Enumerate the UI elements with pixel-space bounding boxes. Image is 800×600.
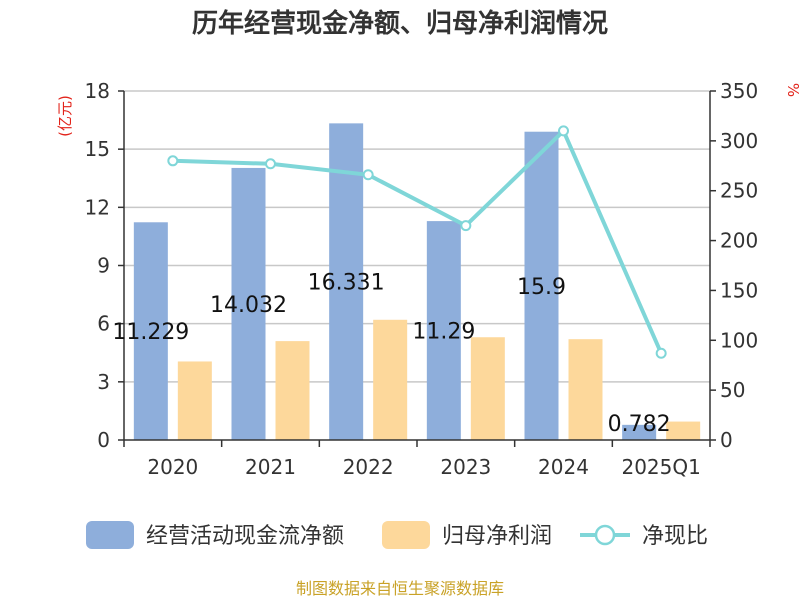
ratio-line [167, 125, 667, 359]
left-axis-unit: (亿元) [56, 95, 74, 137]
left-tick-label: 18 [85, 79, 110, 103]
ratio-point [655, 347, 667, 359]
axes: 0 3 6 9 12 15 18 0 50 100 150 200 250 300 350 2020 2021 2… [85, 79, 759, 479]
legend-label: 归母净利润 [442, 524, 552, 549]
cashflow-bar [329, 123, 364, 441]
cashflow-bar [133, 222, 168, 440]
x-tick-label: 2024 [538, 455, 589, 479]
ratio-line-path [172, 127, 663, 355]
left-tick-label: 3 [97, 370, 110, 394]
ratio-point [362, 169, 374, 181]
data-labels: 11.229 14.032 16.331 11.29 15.9 0.782 [112, 271, 670, 437]
right-tick-label: 350 [720, 79, 758, 103]
ratio-point [265, 158, 276, 170]
right-tick-label: 50 [720, 378, 745, 402]
net-profit-bar [666, 421, 701, 440]
bar-value-label: 14.032 [210, 293, 287, 318]
bar-value-label: 11.29 [412, 320, 475, 345]
net-profit-bar [275, 341, 310, 440]
bar-value-label: 15.9 [517, 275, 566, 300]
x-tick-label: 2020 [147, 455, 198, 479]
cashflow-bar [231, 167, 266, 440]
bar-value-label: 11.229 [112, 320, 189, 345]
legend-label: 净现比 [642, 524, 708, 549]
gridlines [124, 90, 710, 383]
right-tick-label: 0 [720, 428, 733, 452]
legend-label: 经营活动现金流净额 [146, 524, 344, 549]
left-tick-label: 12 [85, 195, 110, 219]
ratio-point [558, 125, 569, 137]
cashflow-bar [524, 131, 559, 440]
net-profit-bar [373, 319, 408, 440]
legend-marker [594, 524, 616, 546]
chart-title: 历年经营现金净额、归母净利润情况 [192, 8, 608, 39]
ratio-point [460, 220, 472, 232]
source-note: 制图数据来自恒生聚源数据库 [296, 579, 504, 598]
left-tick-label: 0 [97, 428, 110, 452]
legend: 经营活动现金流净额 归母净利润 净现比 [86, 521, 708, 549]
legend-swatch [86, 521, 134, 549]
x-tick-label: 2025Q1 [621, 455, 700, 479]
net-profit-bar [470, 337, 505, 440]
right-axis-unit: % [784, 83, 800, 97]
legend-swatch [382, 521, 430, 549]
left-tick-label: 6 [97, 312, 110, 336]
right-tick-label: 100 [720, 328, 758, 352]
net-profit-bar [177, 361, 212, 440]
ratio-point [167, 155, 179, 167]
right-tick-label: 200 [720, 229, 758, 253]
cashflow-bar [622, 424, 657, 440]
right-tick-label: 250 [720, 179, 758, 203]
left-tick-label: 15 [85, 137, 110, 161]
right-tick-label: 150 [720, 278, 758, 302]
right-tick-label: 300 [720, 129, 758, 153]
left-tick-label: 9 [97, 254, 110, 278]
x-tick-label: 2022 [343, 455, 394, 479]
bar-value-label: 0.782 [608, 412, 671, 437]
bars [133, 123, 701, 441]
cashflow-bar [426, 221, 461, 440]
bar-value-label: 16.331 [308, 271, 385, 296]
net-profit-bar [568, 339, 603, 440]
x-tick-label: 2021 [245, 455, 296, 479]
x-tick-label: 2023 [440, 455, 491, 479]
